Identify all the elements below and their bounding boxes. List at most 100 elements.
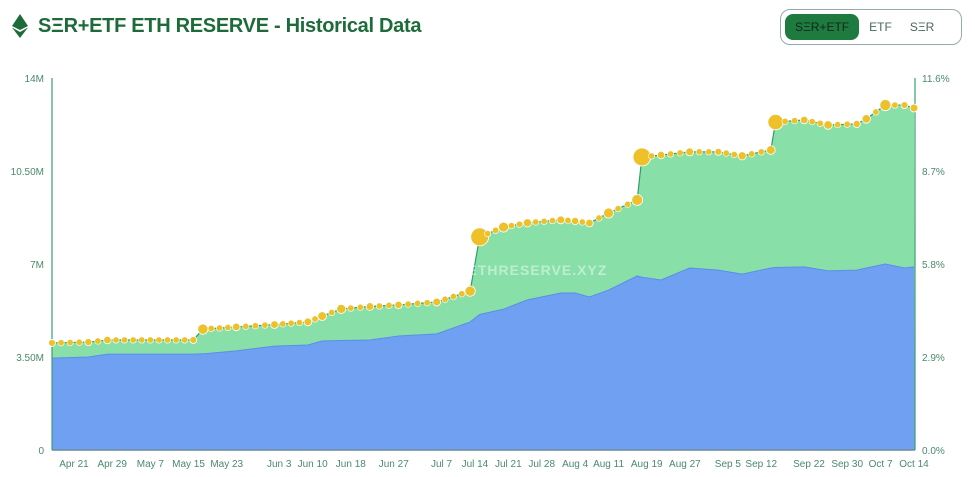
x-tick: May 23 — [210, 459, 243, 470]
data-point — [261, 321, 269, 329]
data-point — [532, 218, 540, 226]
data-point — [900, 101, 909, 110]
data-point — [879, 99, 892, 112]
data-point — [270, 320, 279, 329]
data-point — [714, 147, 723, 156]
data-point — [564, 216, 572, 224]
data-point — [48, 339, 56, 347]
y-tick-right: 11.6% — [922, 74, 950, 85]
data-point — [748, 150, 756, 158]
x-tick: Sep 12 — [745, 459, 777, 470]
data-point — [656, 150, 666, 160]
toggle-etf[interactable]: ETF — [869, 20, 892, 34]
data-point — [375, 302, 383, 310]
data-point — [791, 117, 799, 125]
data-point — [207, 325, 215, 333]
data-point — [394, 300, 403, 310]
data-point — [404, 300, 412, 308]
data-point — [556, 215, 566, 225]
data-point — [595, 214, 603, 222]
data-point — [667, 150, 675, 158]
x-tick: Jul 7 — [431, 459, 453, 470]
data-point — [834, 121, 842, 129]
data-point — [909, 103, 919, 113]
x-tick: Aug 11 — [593, 459, 624, 470]
x-tick: Sep 5 — [715, 459, 742, 470]
x-tick: Aug 19 — [631, 459, 663, 470]
data-point — [800, 115, 809, 125]
data-point — [94, 337, 102, 345]
toggle-ser[interactable]: SΞR — [909, 20, 935, 34]
data-point — [676, 149, 684, 157]
data-point — [311, 315, 319, 323]
data-point — [296, 319, 304, 327]
x-tick: Jun 18 — [336, 459, 366, 470]
data-point — [757, 148, 765, 156]
x-tick: Jun 27 — [379, 459, 409, 470]
data-point — [578, 218, 586, 226]
data-point — [57, 339, 65, 347]
data-point — [548, 217, 556, 225]
data-point — [66, 339, 74, 347]
x-tick: Jun 10 — [298, 459, 328, 470]
data-point — [458, 290, 466, 298]
data-point — [808, 118, 816, 126]
data-point — [317, 311, 327, 321]
data-point — [129, 336, 137, 344]
data-point — [730, 151, 738, 159]
x-tick: Jul 21 — [495, 459, 522, 470]
y-tick-left: 0 — [38, 446, 44, 457]
data-point — [164, 336, 172, 344]
data-point — [251, 322, 259, 330]
data-point — [414, 299, 422, 307]
y-tick-left: 14M — [25, 74, 44, 85]
data-point — [423, 299, 431, 307]
y-tick-right: 2.9% — [922, 353, 945, 364]
data-point — [103, 335, 112, 345]
y-tick-right: 0.0% — [922, 446, 945, 457]
y-tick-left: 10.50M — [11, 167, 44, 178]
data-point — [365, 302, 375, 311]
x-tick: Aug 4 — [562, 459, 589, 470]
data-point — [737, 151, 747, 161]
x-tick: Apr 29 — [97, 459, 127, 470]
data-point — [336, 303, 347, 314]
data-point — [279, 320, 287, 328]
y-tick-right: 5.8% — [922, 260, 945, 271]
data-point — [287, 319, 295, 327]
data-point — [224, 324, 232, 332]
data-point — [614, 205, 622, 213]
x-tick: Sep 30 — [831, 459, 863, 470]
header: SΞR+ETF ETH RESERVE - Historical Data — [12, 14, 421, 38]
data-point — [685, 147, 695, 157]
data-point — [647, 152, 655, 160]
data-point — [705, 148, 713, 156]
data-point — [449, 293, 457, 301]
x-tick: May 7 — [137, 459, 165, 470]
y-tick-left: 3.50M — [16, 353, 44, 364]
data-point — [507, 222, 515, 230]
x-tick: Aug 27 — [669, 459, 701, 470]
data-point — [571, 216, 580, 226]
data-point — [75, 338, 83, 346]
y-tick-left: 7M — [30, 260, 44, 271]
data-point — [484, 230, 492, 238]
data-point — [121, 336, 129, 344]
x-tick: Oct 7 — [869, 459, 893, 470]
data-point — [852, 119, 861, 129]
toggle-ser-etf[interactable]: SΞR+ETF — [785, 14, 860, 40]
x-tick: May 15 — [172, 459, 205, 470]
data-point — [823, 120, 833, 130]
data-point — [189, 336, 198, 344]
data-point — [522, 218, 532, 228]
data-point — [722, 149, 730, 157]
series-ser-area — [52, 264, 915, 450]
x-tick: Sep 22 — [793, 459, 825, 470]
data-point — [891, 101, 899, 109]
data-point — [216, 324, 224, 332]
x-tick: Oct 14 — [899, 459, 929, 470]
data-point — [816, 119, 824, 127]
data-point — [432, 297, 442, 307]
data-point — [155, 336, 163, 344]
